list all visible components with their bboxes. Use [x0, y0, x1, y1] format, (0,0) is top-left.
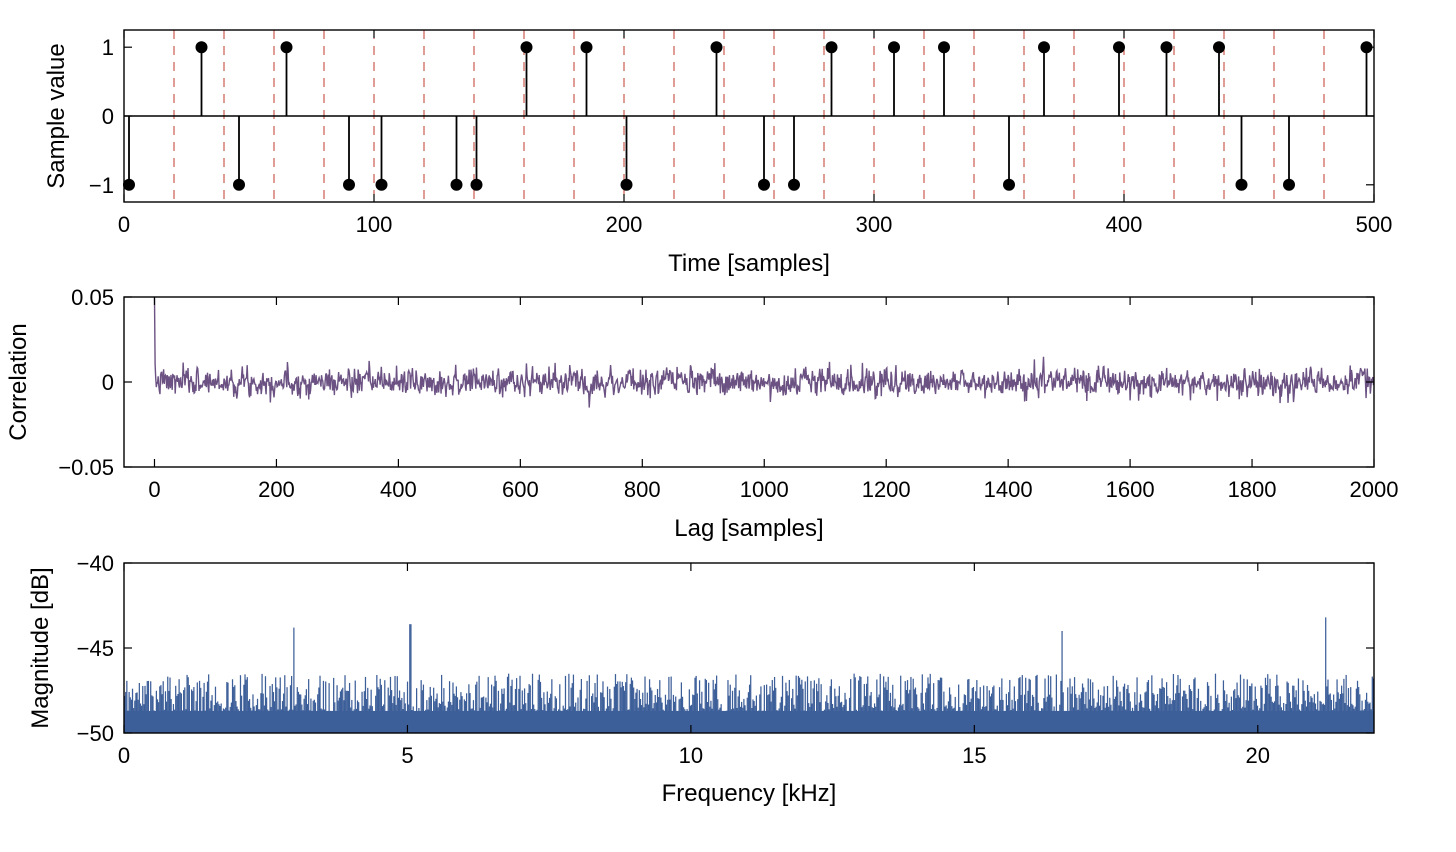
stem-marker [788, 178, 800, 191]
stem-marker [1003, 178, 1015, 191]
stem-marker [343, 178, 355, 191]
y-tick-label: 0 [102, 370, 114, 395]
stem-marker [1113, 41, 1125, 54]
x-tick-label: 1000 [740, 477, 789, 502]
y-tick-label: −1 [89, 173, 114, 198]
x-tick-label: 1200 [862, 477, 911, 502]
x-tick-label: 0 [118, 212, 130, 237]
x-tick-label: 800 [624, 477, 661, 502]
x-tick-label: 2000 [1350, 477, 1399, 502]
y-axis-label: Correlation [5, 323, 32, 440]
x-ticks: 0 200 400 600 800 1000 1200 1400 1600 1800 2000 [148, 297, 1398, 502]
x-ticks: 0 100 200 300 400 500 [118, 30, 1392, 237]
x-axis-label: Lag [samples] [674, 515, 823, 542]
y-ticks: −0.05 0 0.05 [58, 285, 1374, 480]
x-tick-label: 0 [148, 477, 160, 502]
correlation-line [153, 296, 1375, 408]
stem-marker [1235, 178, 1248, 191]
stem-marker [450, 178, 463, 191]
stem-marker [580, 41, 593, 54]
x-tick-label: 100 [356, 212, 393, 237]
y-tick-label: 0 [102, 104, 114, 129]
stem-series [123, 41, 1373, 191]
y-tick-label: 1 [102, 35, 114, 60]
x-tick-label: 300 [856, 212, 893, 237]
x-tick-label: 600 [502, 477, 539, 502]
y-ticks: −50 −45 −40 [77, 551, 1374, 746]
stem-marker [758, 178, 770, 191]
y-tick-label: 0.05 [71, 285, 114, 310]
x-tick-label: 500 [1356, 212, 1393, 237]
stem-marker [620, 178, 633, 191]
x-tick-label: 400 [380, 477, 417, 502]
x-tick-label: 1800 [1228, 477, 1277, 502]
stem-marker [888, 41, 900, 54]
x-tick-label: 20 [1246, 743, 1270, 768]
y-ticks: −1 0 1 [89, 35, 1374, 198]
magnitude-floor-band [124, 710, 1374, 733]
y-tick-label: −40 [77, 551, 114, 576]
stem-marker [520, 41, 533, 54]
stem-marker [195, 41, 208, 54]
x-axis-label: Frequency [kHz] [662, 780, 837, 807]
x-tick-label: 0 [118, 743, 130, 768]
stem-marker [825, 41, 838, 54]
stem-marker [938, 41, 950, 54]
y-tick-label: −45 [77, 636, 114, 661]
stem-marker [375, 178, 388, 191]
x-tick-label: 200 [258, 477, 295, 502]
x-ticks: 0 5 10 15 20 [118, 563, 1270, 768]
x-tick-label: 1400 [984, 477, 1033, 502]
x-tick-label: 1600 [1106, 477, 1155, 502]
x-tick-label: 400 [1106, 212, 1143, 237]
x-axis-label: Time [samples] [668, 250, 830, 277]
y-axis-label: Magnitude [dB] [27, 567, 54, 728]
stem-marker [1213, 41, 1225, 54]
y-tick-label: −0.05 [58, 455, 114, 480]
x-tick-label: 200 [606, 212, 643, 237]
stem-marker [710, 41, 723, 54]
stem-marker [233, 178, 245, 191]
y-axis-label: Sample value [43, 43, 70, 188]
panel-correlation: 0 200 400 600 800 1000 1200 1400 1600 1800 2000 −0… [5, 285, 1398, 542]
panel-sample-values: 0 100 200 300 400 500 −101 Time [samples] Sam… [43, 29, 1392, 277]
magnitude-bars [123, 617, 1375, 733]
stem-marker [1160, 41, 1173, 54]
stem-marker [1038, 41, 1050, 54]
stem-marker [280, 41, 293, 54]
x-tick-label: 10 [679, 743, 703, 768]
panel-magnitude: 0 5 10 15 20 −50 −45 −40 Frequency [kHz] Magni… [27, 551, 1375, 807]
x-tick-label: 15 [962, 743, 986, 768]
y-tick-label: −50 [77, 721, 114, 746]
stem-marker [1283, 178, 1295, 191]
stem-marker [470, 178, 483, 191]
x-tick-label: 5 [401, 743, 413, 768]
